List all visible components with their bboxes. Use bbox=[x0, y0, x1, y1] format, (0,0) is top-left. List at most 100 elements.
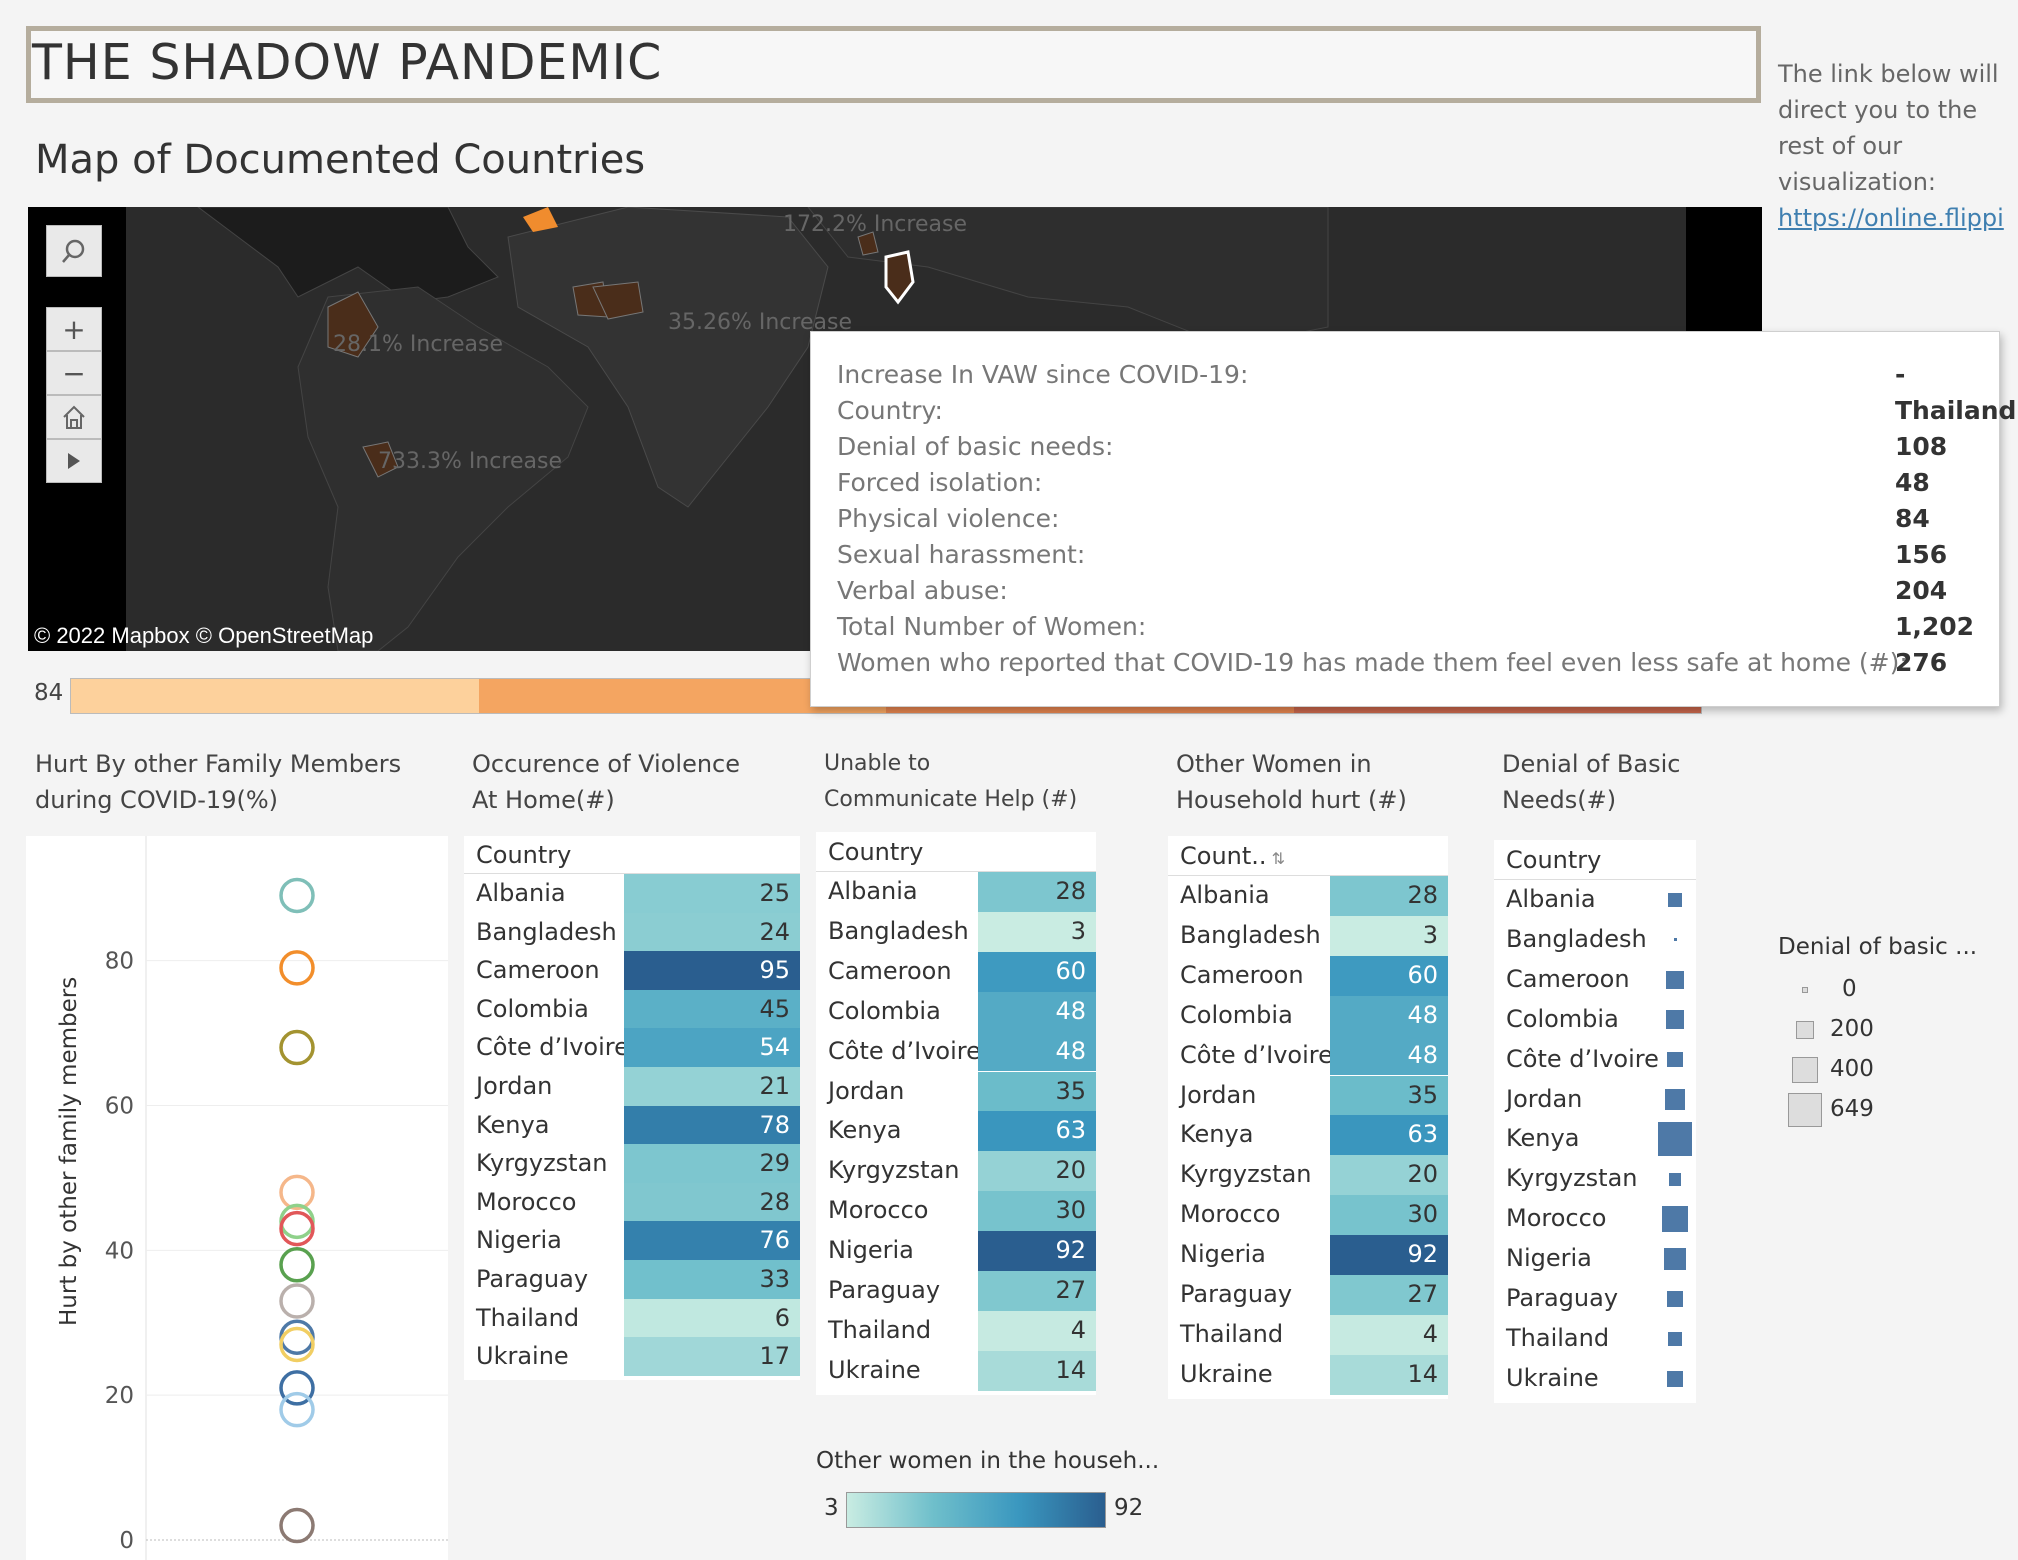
heat-cell[interactable]: 63 bbox=[1330, 1115, 1448, 1156]
heat-cell[interactable]: 48 bbox=[1330, 1035, 1448, 1076]
denial-size-mark[interactable] bbox=[1658, 1122, 1692, 1157]
table-row[interactable]: Kyrgyzstan bbox=[1494, 1159, 1696, 1199]
scatter-point[interactable] bbox=[279, 1210, 315, 1247]
scatter-point[interactable] bbox=[279, 1370, 315, 1406]
table-row[interactable]: Côte d’Ivoire 48 bbox=[816, 1031, 1096, 1072]
sort-icon[interactable]: ⇅ bbox=[1266, 849, 1286, 868]
heat-cell[interactable]: 28 bbox=[624, 1182, 800, 1222]
heat-cell[interactable]: 48 bbox=[978, 991, 1096, 1032]
heat-cell[interactable]: 17 bbox=[624, 1337, 800, 1376]
table-row[interactable]: Kenya 78 bbox=[464, 1105, 800, 1145]
heat-cell[interactable]: 35 bbox=[1330, 1075, 1448, 1116]
heat-cell[interactable]: 3 bbox=[1330, 915, 1448, 956]
heat-cell[interactable]: 60 bbox=[1330, 955, 1448, 996]
scatter-point[interactable] bbox=[279, 1247, 315, 1283]
heat-cell[interactable]: 48 bbox=[978, 1031, 1096, 1072]
table-row[interactable]: Kenya 63 bbox=[1168, 1115, 1448, 1156]
table-row[interactable]: Jordan 35 bbox=[1168, 1075, 1448, 1116]
scatter-point[interactable] bbox=[279, 1319, 315, 1355]
table-row[interactable]: Thailand 4 bbox=[1168, 1314, 1448, 1355]
country-column-header[interactable]: Country bbox=[816, 832, 1096, 872]
heat-cell[interactable]: 60 bbox=[978, 951, 1096, 992]
denial-size-mark[interactable] bbox=[1668, 1172, 1682, 1186]
heat-cell[interactable]: 14 bbox=[1330, 1354, 1448, 1395]
table-row[interactable]: Jordan 35 bbox=[816, 1071, 1096, 1112]
table-row[interactable]: Jordan bbox=[1494, 1080, 1696, 1120]
table-row[interactable]: Thailand 4 bbox=[816, 1310, 1096, 1351]
scatter-point[interactable] bbox=[279, 1174, 315, 1211]
table-row[interactable]: Ukraine 14 bbox=[1168, 1354, 1448, 1395]
scatter-point[interactable] bbox=[279, 1029, 315, 1066]
table-row[interactable]: Albania 25 bbox=[464, 874, 800, 913]
thailand-shape[interactable] bbox=[884, 250, 915, 305]
table-row[interactable]: Cameroon 95 bbox=[464, 951, 800, 990]
denial-size-mark[interactable] bbox=[1668, 1331, 1682, 1346]
zoom-in-button[interactable]: + bbox=[46, 307, 102, 351]
denial-size-mark[interactable] bbox=[1667, 1051, 1683, 1068]
map-search-button[interactable] bbox=[46, 225, 102, 277]
table-row[interactable]: Kyrgyzstan 20 bbox=[816, 1151, 1096, 1192]
table-row[interactable]: Bangladesh bbox=[1494, 920, 1696, 960]
table-row[interactable]: Colombia 48 bbox=[1168, 995, 1448, 1036]
denial-size-mark[interactable] bbox=[1664, 1248, 1686, 1270]
denial-size-mark[interactable] bbox=[1673, 938, 1677, 942]
heat-cell[interactable]: 20 bbox=[1330, 1155, 1448, 1196]
heat-cell[interactable]: 28 bbox=[978, 872, 1096, 912]
heat-cell[interactable]: 27 bbox=[1330, 1275, 1448, 1315]
heat-cell[interactable]: 30 bbox=[1330, 1195, 1448, 1236]
table-row[interactable]: Ukraine bbox=[1494, 1359, 1696, 1399]
table-row[interactable]: Albania 28 bbox=[816, 872, 1096, 912]
table-row[interactable]: Albania 28 bbox=[1168, 876, 1448, 916]
table-row[interactable]: Paraguay 27 bbox=[816, 1271, 1096, 1311]
scatter-point[interactable] bbox=[279, 877, 315, 914]
table-row[interactable]: Côte d’Ivoire 54 bbox=[464, 1028, 800, 1067]
table-row[interactable]: Thailand bbox=[1494, 1319, 1696, 1359]
table-row[interactable]: Cameroon bbox=[1494, 960, 1696, 1000]
table-row[interactable]: Morocco 28 bbox=[464, 1182, 800, 1222]
table-row[interactable]: Kyrgyzstan 20 bbox=[1168, 1155, 1448, 1196]
heat-cell[interactable]: 29 bbox=[624, 1144, 800, 1183]
table-row[interactable]: Colombia 48 bbox=[816, 991, 1096, 1032]
heat-cell[interactable]: 95 bbox=[624, 951, 800, 990]
heat-cell[interactable]: 35 bbox=[978, 1071, 1096, 1112]
denial-size-mark[interactable] bbox=[1666, 1370, 1684, 1387]
heat-cell[interactable]: 24 bbox=[624, 912, 800, 952]
heat-cell[interactable]: 48 bbox=[1330, 995, 1448, 1036]
heat-cell[interactable]: 78 bbox=[624, 1105, 800, 1145]
table-row[interactable]: Morocco 30 bbox=[816, 1191, 1096, 1232]
heat-cell[interactable]: 3 bbox=[978, 911, 1096, 952]
country-column-header[interactable]: Country bbox=[464, 836, 800, 874]
map-tools-button[interactable] bbox=[46, 439, 102, 483]
scatter-point[interactable] bbox=[279, 1391, 315, 1428]
table-row[interactable]: Jordan 21 bbox=[464, 1067, 800, 1106]
table-row[interactable]: Albania bbox=[1494, 880, 1696, 920]
table-row[interactable]: Côte d’Ivoire 48 bbox=[1168, 1035, 1448, 1076]
heat-cell[interactable]: 76 bbox=[624, 1221, 800, 1260]
scatter-point[interactable] bbox=[279, 950, 315, 986]
denial-size-mark[interactable] bbox=[1661, 1205, 1689, 1233]
heat-cell[interactable]: 92 bbox=[1330, 1235, 1448, 1275]
heat-cell[interactable]: 25 bbox=[624, 874, 800, 913]
scatter-point[interactable] bbox=[279, 1326, 315, 1363]
table-row[interactable]: Colombia 45 bbox=[464, 989, 800, 1029]
table-row[interactable]: Paraguay 27 bbox=[1168, 1275, 1448, 1315]
denial-size-mark[interactable] bbox=[1668, 893, 1682, 907]
heat-cell[interactable]: 14 bbox=[978, 1350, 1096, 1391]
table-row[interactable]: Paraguay 33 bbox=[464, 1260, 800, 1299]
table-row[interactable]: Nigeria 92 bbox=[1168, 1235, 1448, 1275]
heat-cell[interactable]: 20 bbox=[978, 1151, 1096, 1192]
table-row[interactable]: Morocco 30 bbox=[1168, 1195, 1448, 1236]
table-row[interactable]: Cameroon 60 bbox=[816, 951, 1096, 992]
heat-cell[interactable]: 54 bbox=[624, 1028, 800, 1067]
heat-cell[interactable]: 27 bbox=[978, 1271, 1096, 1311]
table-row[interactable]: Morocco bbox=[1494, 1199, 1696, 1239]
table-row[interactable]: Bangladesh 24 bbox=[464, 912, 800, 952]
scatter-point[interactable] bbox=[279, 1203, 315, 1240]
heat-cell[interactable]: 30 bbox=[978, 1191, 1096, 1232]
table-row[interactable]: Colombia bbox=[1494, 1000, 1696, 1040]
zoom-out-button[interactable]: − bbox=[46, 351, 102, 395]
denial-size-mark[interactable] bbox=[1665, 970, 1685, 989]
table-row[interactable]: Paraguay bbox=[1494, 1279, 1696, 1319]
table-row[interactable]: Cameroon 60 bbox=[1168, 955, 1448, 996]
table-row[interactable]: Kyrgyzstan 29 bbox=[464, 1144, 800, 1183]
